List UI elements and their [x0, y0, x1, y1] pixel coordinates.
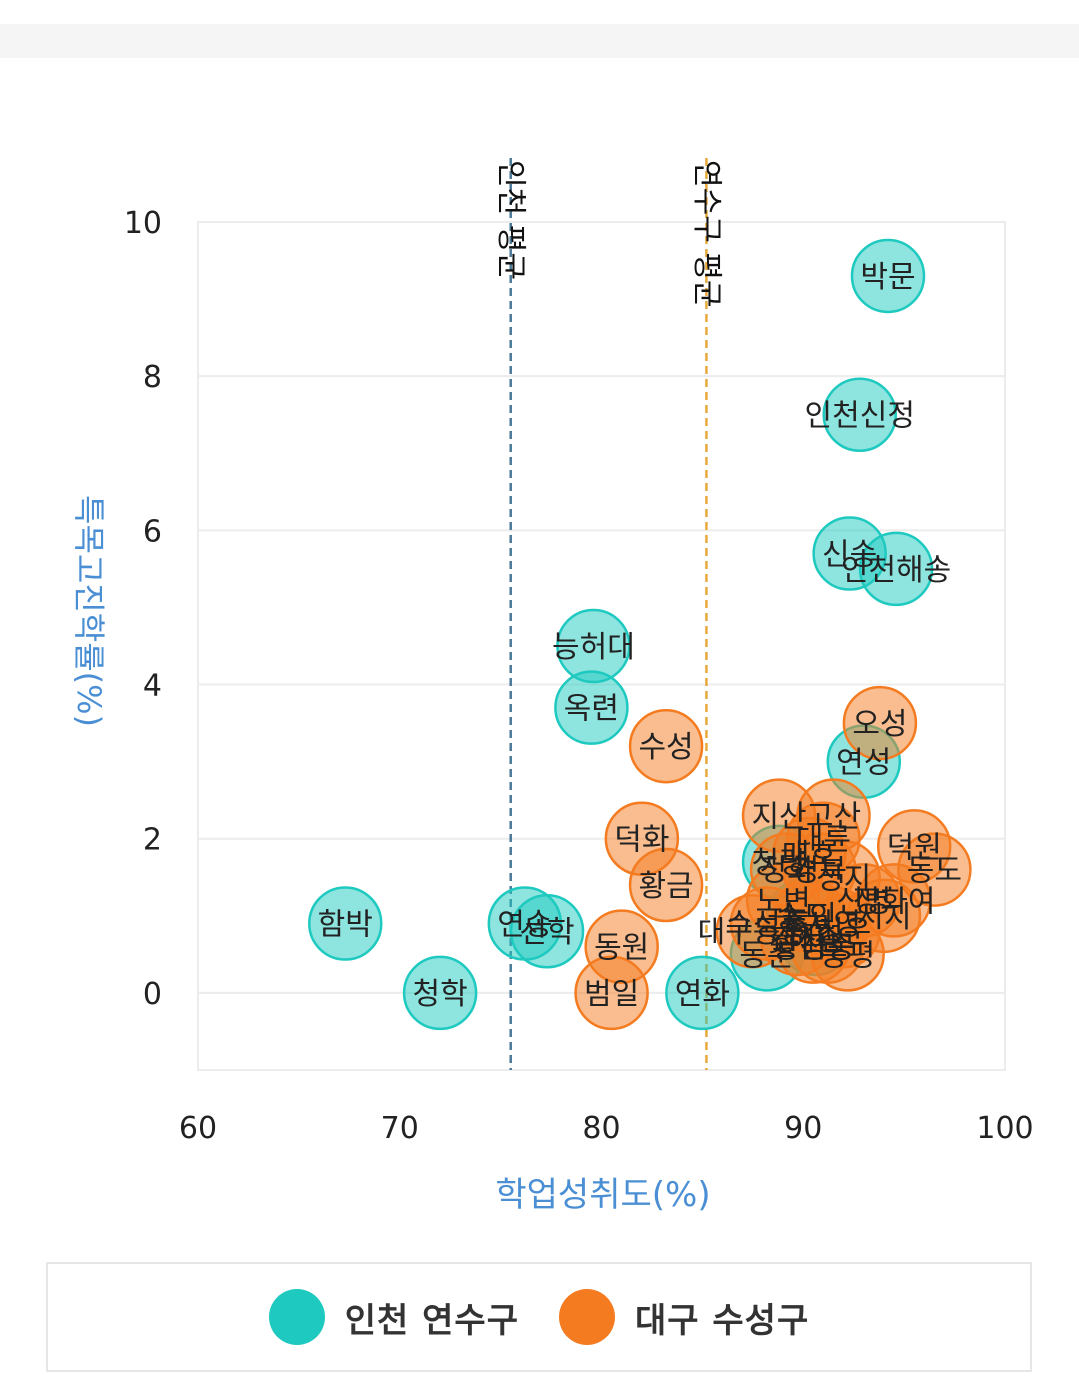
data-point — [509, 893, 585, 969]
data-label: 황금 — [638, 869, 693, 904]
legend: 인천 연수구 대구 수성구 — [46, 1262, 1032, 1372]
data-label: 동원 — [594, 931, 649, 966]
data-point — [842, 685, 918, 761]
data-label: 수성중 — [726, 908, 809, 943]
data-label: 능허대 — [552, 630, 635, 665]
data-label: 인천해송 — [841, 553, 951, 588]
data-label: 서영 — [806, 908, 861, 943]
data-label: 정동 — [800, 931, 855, 966]
data-label: 능인 — [782, 900, 837, 935]
data-label: 정화여 — [853, 884, 936, 919]
legend-label-incheon: 인천 연수구 — [344, 1300, 519, 1341]
y-tick-label: 10 — [124, 206, 162, 241]
data-label: 수성 — [638, 730, 693, 765]
data-label: 신송 — [822, 537, 877, 572]
y-tick-label: 6 — [143, 514, 162, 549]
data-point — [574, 955, 649, 1031]
data-label: 인천신정 — [805, 399, 915, 434]
data-label: 연화 — [675, 977, 730, 1012]
data-label: 송도 — [776, 900, 831, 935]
data-label: 박문 — [860, 260, 915, 295]
y-tick-label: 0 — [143, 977, 162, 1012]
data-label: 신명 — [836, 884, 891, 919]
data-label: 연송 — [497, 908, 552, 943]
data-label: 경신 — [770, 923, 825, 958]
legend-label-daegu: 대구 수성구 — [635, 1300, 810, 1341]
data-label: 정화 — [760, 854, 815, 889]
data-label: 매호 — [782, 838, 837, 873]
data-label: 오성 — [852, 707, 907, 742]
y-tick-labels: 0 2 4 6 8 10 — [124, 206, 162, 1012]
data-label: 고산 — [806, 800, 861, 835]
data-point — [554, 670, 629, 745]
x-tick-label: 100 — [976, 1111, 1033, 1146]
data-label: 동평 — [820, 938, 875, 973]
data-point — [402, 955, 478, 1031]
data-label: 노변 — [755, 884, 810, 919]
reference-line-label: 인천 평균 — [493, 160, 528, 280]
reference-lines: 인천 평균 연수구 평균 — [493, 158, 724, 1070]
data-label: 덕원 — [887, 830, 942, 865]
data-label: 시지 — [856, 900, 911, 935]
legend-item-daegu[interactable]: 대구 수성구 — [559, 1289, 809, 1345]
data-label: 경북 — [792, 854, 847, 889]
x-axis-title: 학업성취도(%) — [495, 1175, 710, 1215]
data-label: 청학 — [412, 977, 467, 1012]
data-label: 지산 — [751, 800, 806, 835]
grid — [197, 221, 1006, 1071]
data-label: 옥련 — [564, 692, 619, 727]
data-point — [810, 917, 885, 992]
data-label: 황금중 — [772, 931, 855, 966]
data-point — [850, 238, 926, 314]
data-point — [628, 708, 704, 784]
data-label: 함박 — [318, 908, 373, 943]
data-label: 연성 — [836, 746, 891, 781]
x-tick-label: 80 — [582, 1111, 620, 1146]
x-tick-label: 60 — [179, 1111, 217, 1146]
data-label: 동도 — [907, 854, 962, 889]
top-bar — [0, 24, 1079, 58]
data-label: 범일 — [584, 977, 639, 1012]
legend-swatch-incheon — [268, 1289, 325, 1345]
x-tick-label: 70 — [381, 1111, 419, 1146]
data-label: 덕화 — [614, 823, 669, 858]
data-label: 청운 — [816, 915, 871, 950]
y-axis-title: 특목고진학률(%) — [70, 495, 108, 727]
data-point — [822, 377, 897, 452]
data-label: 청량 — [751, 846, 806, 881]
scatter-chart: 인천 평균 연수구 평균 60 70 80 90 100 0 2 4 6 8 10 박문인천신정신송… — [70, 158, 1034, 1215]
reference-line-label: 연수구 평균 — [689, 160, 724, 308]
y-tick-label: 2 — [143, 823, 162, 858]
data-label: 선학 — [519, 915, 574, 950]
data-label: 해송 — [788, 923, 843, 958]
data-point — [858, 531, 934, 607]
data-label: 대륜 — [796, 823, 851, 858]
data-point — [628, 847, 704, 923]
legend-item-incheon[interactable]: 인천 연수구 — [268, 1289, 519, 1345]
x-tick-label: 90 — [784, 1111, 822, 1146]
data-label: 대구동중 — [698, 915, 808, 950]
y-tick-label: 4 — [143, 669, 162, 704]
data-label: 성지 — [816, 861, 871, 896]
x-tick-labels: 60 70 80 90 100 — [179, 1111, 1034, 1146]
data-label: 동춘 — [739, 938, 794, 973]
data-point — [665, 955, 740, 1031]
y-tick-label: 8 — [143, 360, 162, 395]
legend-swatch-daegu — [559, 1289, 615, 1345]
data-point — [308, 886, 383, 961]
